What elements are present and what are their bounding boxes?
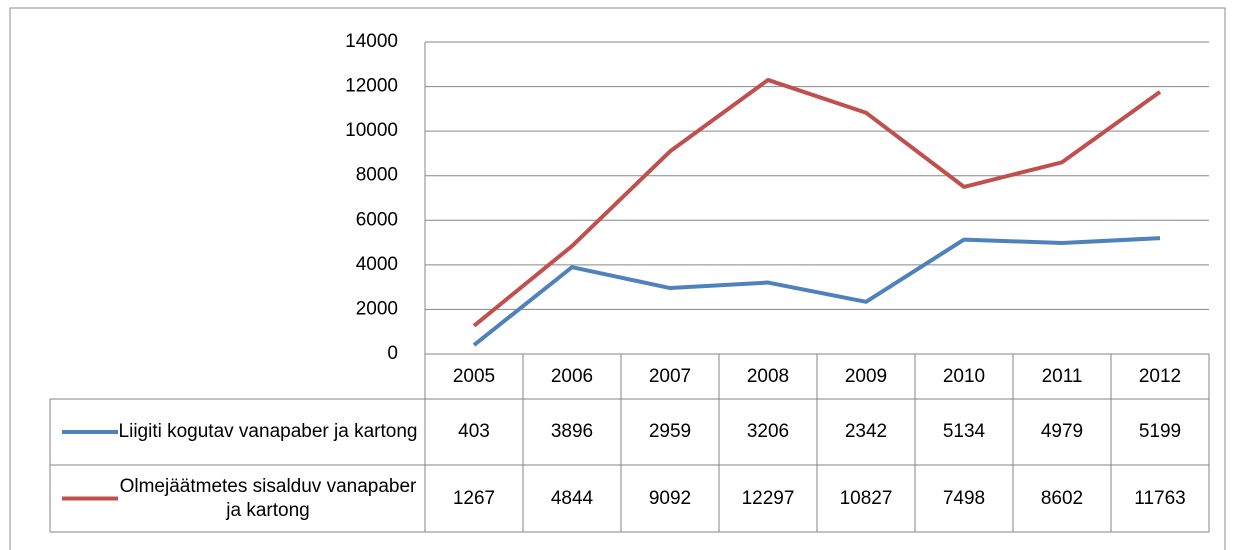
table-value: 3896: [550, 421, 594, 442]
x-category-label: 2010: [942, 365, 986, 387]
series-line: [472, 77, 1162, 328]
table-value: 10827: [839, 487, 893, 509]
table-value: 2959: [648, 421, 692, 442]
table-value: 11763: [1134, 487, 1186, 509]
y-tick-label: 10000: [345, 120, 398, 141]
legend-label: Olmejäätmetes sisalduv vanapaber ja kart…: [119, 475, 417, 521]
x-category-label: 2007: [648, 365, 692, 387]
y-tick-label: 0: [387, 343, 398, 364]
table-value: 9092: [648, 487, 692, 509]
table-value: 5134: [942, 421, 986, 442]
y-tick-label: 4000: [356, 254, 398, 275]
x-category-label: 2005: [452, 365, 496, 387]
table-value: 4844: [550, 487, 594, 509]
table-value: 4979: [1040, 421, 1084, 442]
y-tick-label: 8000: [356, 165, 398, 186]
y-tick-label: 14000: [345, 31, 398, 52]
x-category-label: 2011: [1041, 365, 1083, 387]
y-tick-label: 6000: [356, 209, 398, 230]
table-value: 12297: [741, 487, 795, 509]
x-category-label: 2006: [550, 365, 594, 387]
table-value: 2342: [844, 421, 888, 442]
chart-border: [9, 7, 1226, 550]
table-value: 3206: [746, 421, 790, 442]
series-line: [472, 236, 1161, 347]
x-category-label: 2009: [844, 365, 888, 387]
table-value: 5199: [1138, 421, 1182, 442]
table-value: 7498: [942, 487, 986, 509]
y-tick-label: 12000: [345, 76, 398, 97]
table-value: 403: [458, 421, 490, 442]
x-category-label: 2008: [746, 365, 790, 387]
table-value: 1267: [452, 487, 496, 509]
y-tick-label: 2000: [356, 298, 398, 319]
table-value: 8602: [1040, 487, 1084, 509]
x-category-label: 2012: [1138, 365, 1182, 387]
legend-label: Liigiti kogutav vanapaber ja kartong: [118, 421, 418, 442]
